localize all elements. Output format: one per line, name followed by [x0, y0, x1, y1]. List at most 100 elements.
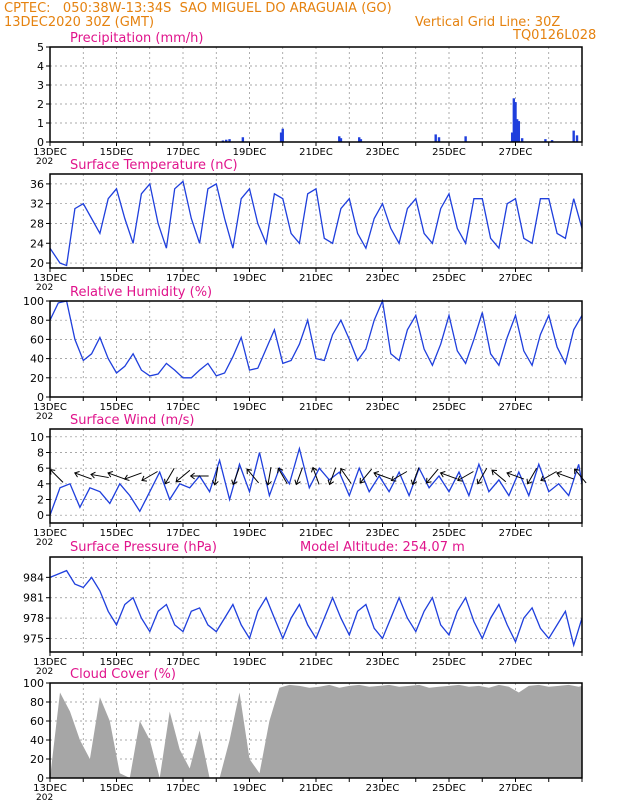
- wind-xtick-label: 27DEC: [499, 528, 533, 539]
- precip-bar: [225, 139, 228, 142]
- precip-xtick-label: 21DEC: [299, 147, 333, 158]
- wind-ytick-label: 6: [37, 462, 44, 475]
- cloud-year-label: 202: [36, 793, 53, 800]
- pres-series-line: [49, 569, 583, 648]
- wind-arrow-head: [410, 479, 418, 486]
- precip-bar: [437, 137, 441, 142]
- precip-xtick-label: 15DEC: [100, 147, 134, 158]
- precip-ytick-label: 0: [37, 136, 44, 149]
- precip-xtick-label: 19DEC: [233, 147, 267, 158]
- cloud-xtick-label: 21DEC: [299, 783, 333, 794]
- wind-ytick-label: 0: [37, 509, 44, 522]
- wind-arrow: [457, 471, 474, 481]
- precip-xtick-label: 23DEC: [366, 147, 400, 158]
- wind-title: Surface Wind (m/s): [70, 413, 194, 428]
- wind-xtick-label: 13DEC: [33, 528, 67, 539]
- wind-series-line: [49, 446, 583, 516]
- pres-xtick-label: 15DEC: [100, 657, 134, 668]
- precip-bar: [514, 102, 517, 142]
- wind-arrow: [175, 469, 191, 483]
- precip-xtick-label: 17DEC: [166, 147, 200, 158]
- wind-arrow-head: [231, 479, 238, 486]
- precip-bar: [515, 119, 519, 142]
- precip-ytick-label: 2: [37, 98, 44, 111]
- precip-bar: [464, 136, 467, 142]
- temp-xtick-label: 19DEC: [233, 273, 267, 284]
- wind-arrow: [141, 471, 158, 481]
- wind-arrow-head: [175, 476, 182, 483]
- rh-ytick-label: 60: [30, 333, 44, 346]
- rh-ytick-label: 20: [30, 372, 44, 385]
- wind-xtick-label: 21DEC: [299, 528, 333, 539]
- cloud-xtick-label: 19DEC: [233, 783, 267, 794]
- wind-arrow: [267, 467, 272, 485]
- temp-ytick-label: 32: [30, 198, 44, 211]
- wind-arrow: [340, 468, 352, 484]
- pres-subtitle: Model Altitude: 254.07 m: [300, 540, 465, 555]
- rh-xtick-label: 21DEC: [299, 402, 333, 413]
- cloud-ytick-label: 20: [30, 753, 44, 766]
- cloud-ytick-label: 40: [30, 734, 44, 747]
- temp-series-line: [49, 180, 583, 267]
- cloud-xtick-label: 23DEC: [366, 783, 400, 794]
- wind-arrow: [107, 472, 126, 480]
- rh-year-label: 202: [36, 412, 53, 422]
- rh-title: Relative Humidity (%): [70, 285, 212, 300]
- precip-bar: [550, 140, 554, 142]
- precip-bar: [512, 98, 516, 142]
- pres-xtick-label: 17DEC: [166, 657, 200, 668]
- wind-ytick-label: 10: [30, 431, 44, 444]
- precip-xtick-label: 25DEC: [432, 147, 466, 158]
- temp-xtick-label: 27DEC: [499, 273, 533, 284]
- wind-arrow-head: [141, 475, 147, 482]
- pres-xtick-label: 13DEC: [33, 657, 67, 668]
- cloud-xtick-label: 13DEC: [33, 783, 67, 794]
- cloud-xtick-label: 17DEC: [166, 783, 200, 794]
- wind-arrow: [440, 472, 458, 480]
- header-model-id: TQ0126L028: [513, 28, 597, 43]
- wind-arrow-head: [556, 470, 562, 478]
- pres-xtick-label: 21DEC: [299, 657, 333, 668]
- precip-xtick-label: 27DEC: [499, 147, 533, 158]
- precip-ytick-label: 5: [37, 41, 44, 54]
- wind-xtick-label: 17DEC: [166, 528, 200, 539]
- temp-xtick-label: 25DEC: [432, 273, 466, 284]
- wind-arrow: [246, 468, 259, 484]
- rh-ytick-label: 0: [37, 391, 44, 404]
- wind-arrow: [412, 467, 420, 485]
- cloud-xtick-label: 25DEC: [432, 783, 466, 794]
- rh-ytick-label: 100: [23, 295, 44, 308]
- pres-ytick-label: 978: [23, 612, 44, 625]
- wind-arrow-head: [526, 478, 533, 485]
- rh-xtick-label: 19DEC: [233, 402, 267, 413]
- precip-bar: [358, 137, 361, 142]
- wind-arrow: [74, 472, 92, 480]
- wind-xtick-label: 25DEC: [432, 528, 466, 539]
- cloud-area: [50, 684, 582, 778]
- wind-arrow-head: [457, 475, 463, 482]
- wind-arrow: [527, 467, 538, 485]
- cloud-ytick-label: 60: [30, 715, 44, 728]
- precip-bar: [544, 139, 547, 142]
- header-location: CPTEC: 050:38W-13:34S SAO MIGUEL DO ARAG…: [4, 1, 392, 16]
- pres-ytick-label: 981: [23, 592, 44, 605]
- wind-arrow: [506, 472, 525, 480]
- wind-ytick-label: 2: [37, 494, 44, 507]
- pres-xtick-label: 25DEC: [432, 657, 466, 668]
- wind-arrow: [312, 467, 320, 485]
- wind-arrow: [373, 472, 392, 480]
- wind-arrow-head: [373, 470, 379, 478]
- wind-arrow-head: [506, 470, 512, 478]
- wind-arrow-head: [90, 471, 96, 479]
- temp-xtick-label: 21DEC: [299, 273, 333, 284]
- cloud-ytick-label: 80: [30, 696, 44, 709]
- wind-arrow-head: [439, 470, 446, 478]
- wind-arrow: [90, 473, 109, 479]
- precip-ytick-label: 4: [37, 60, 44, 73]
- temp-ytick-label: 36: [30, 178, 44, 191]
- wind-ytick-label: 4: [37, 478, 44, 491]
- wind-arrow-head: [294, 479, 301, 486]
- temp-year-label: 202: [36, 283, 53, 293]
- wind-arrow-head: [123, 474, 130, 482]
